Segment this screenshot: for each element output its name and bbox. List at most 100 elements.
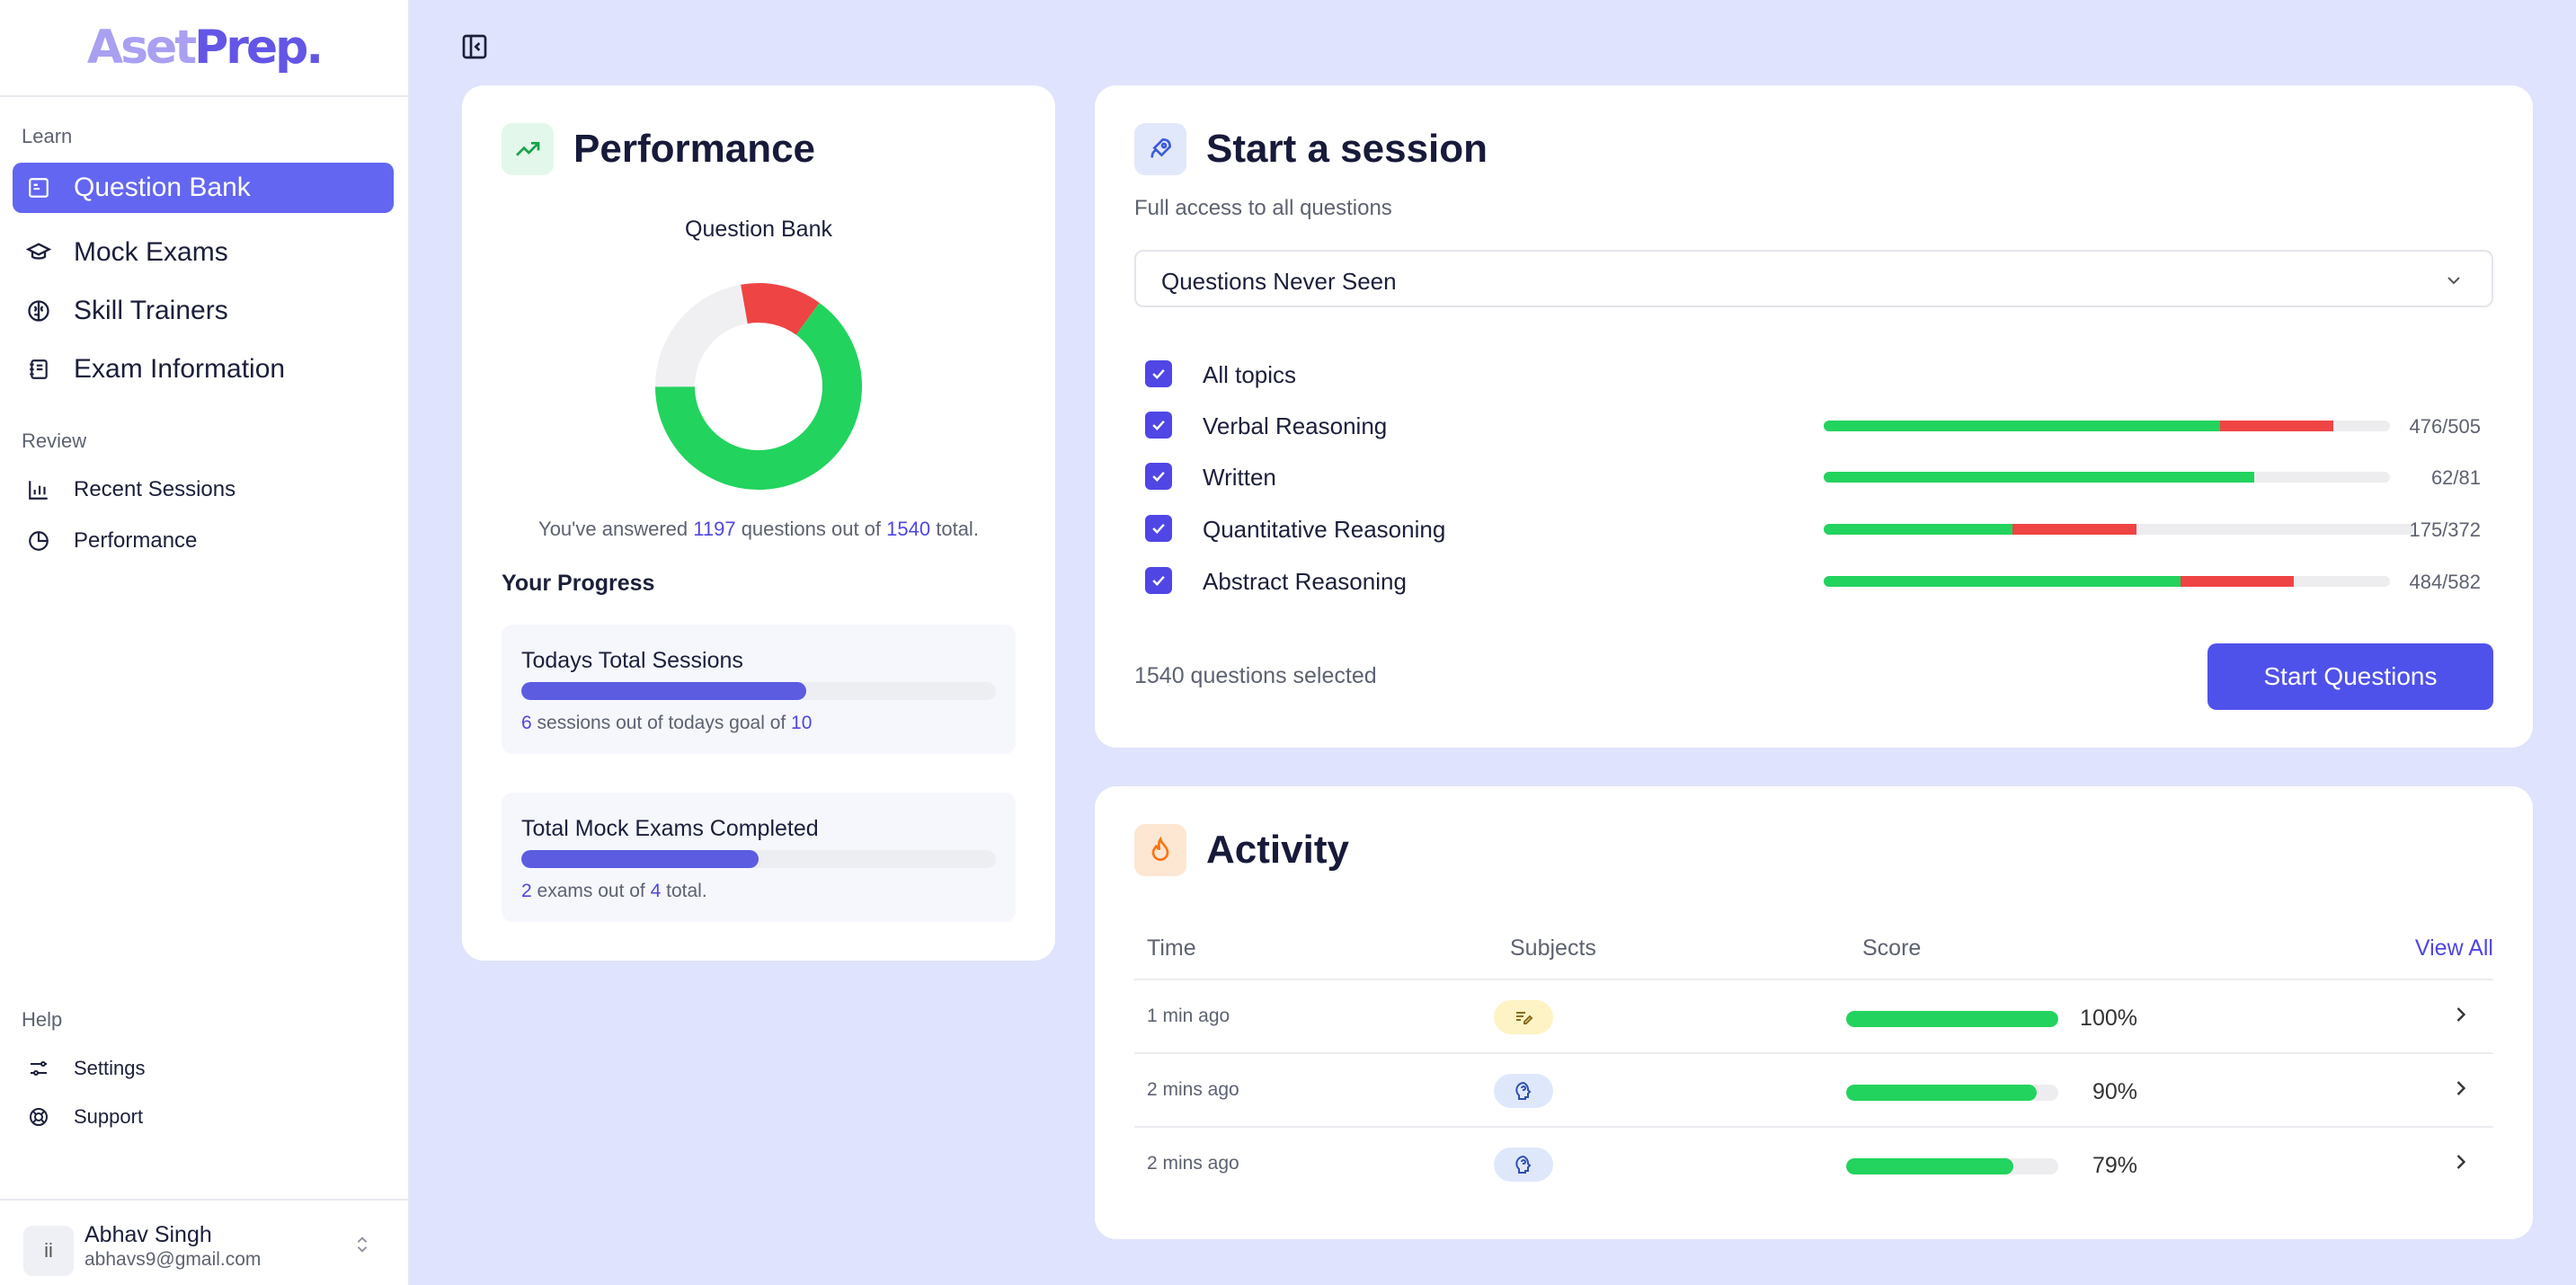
donut-slice-correct <box>655 303 862 490</box>
chevron-down-icon <box>2443 270 2465 296</box>
topic-checkbox[interactable] <box>1145 515 1172 542</box>
sidebar-toggle-icon[interactable] <box>460 32 489 61</box>
avatar: ii <box>23 1226 74 1276</box>
activity-score: 100% <box>2080 1006 2137 1031</box>
score-progress-track <box>1846 1011 2058 1027</box>
topic-row: Quantitative Reasoning 175/372 <box>1145 515 2493 544</box>
sidebar-item-exam-information[interactable]: Exam Information <box>13 344 394 394</box>
topic-count: 62/81 <box>2430 466 2481 489</box>
column-header-time: Time <box>1147 935 1196 961</box>
sessions-mid: sessions out of todays goal of <box>537 713 786 733</box>
your-progress-heading: Your Progress <box>502 571 655 596</box>
section-label-help: Help <box>22 1008 63 1031</box>
user-name: Abhav Singh <box>84 1222 212 1247</box>
sidebar-item-label: Mock Exams <box>74 237 228 267</box>
topic-row: Written 62/81 <box>1145 463 2493 492</box>
checkbox-all-topics[interactable] <box>1145 360 1172 387</box>
chevron-right-icon[interactable] <box>2448 1002 2474 1032</box>
mocks-progress-box: Total Mock Exams Completed 2 exams out o… <box>502 793 1016 922</box>
sessions-progress-title: Todays Total Sessions <box>521 648 743 673</box>
logo-part-prep: Prep. <box>194 21 324 75</box>
score-progress-track <box>1846 1085 2058 1101</box>
answered-count: 1197 <box>693 518 736 540</box>
logo[interactable]: Aset Prep. <box>0 0 408 97</box>
sidebar-item-question-bank[interactable]: Question Bank <box>13 163 394 213</box>
brain-icon <box>25 297 52 324</box>
sliders-icon <box>25 1055 52 1082</box>
sidebar-item-skill-trainers[interactable]: Skill Trainers <box>13 286 394 336</box>
score-progress-fill <box>1846 1158 2014 1174</box>
topic-checkbox[interactable] <box>1145 567 1172 594</box>
topic-incorrect-fill <box>2180 576 2294 587</box>
topic-progress-bar <box>1824 472 2390 483</box>
topic-count: 476/505 <box>2409 415 2481 438</box>
activity-score: 79% <box>2092 1153 2137 1178</box>
donut-slice-unanswered <box>655 284 749 388</box>
check-icon <box>1152 420 1165 430</box>
sessions-progress-box: Todays Total Sessions 6 sessions out of … <box>502 625 1016 754</box>
section-label-review: Review <box>22 430 87 452</box>
mocks-mid: exams out of <box>537 881 645 901</box>
activity-row[interactable]: 1 min ago 100% <box>1134 979 2493 1052</box>
sidebar-item-recent-sessions[interactable]: Recent Sessions <box>13 465 394 515</box>
sidebar-item-label: Exam Information <box>74 354 286 384</box>
topic-progress-bar <box>1824 421 2390 431</box>
answered-suffix: total. <box>936 518 979 540</box>
activity-title: Activity <box>1206 828 1349 872</box>
topic-correct-fill <box>1824 421 2220 431</box>
sidebar-item-support[interactable]: Support <box>13 1092 394 1142</box>
sessions-progress-text: 6 sessions out of todays goal of 10 <box>521 713 812 734</box>
sidebar-item-label: Skill Trainers <box>74 296 228 325</box>
activity-row[interactable]: 2 mins ago 79% <box>1134 1126 2493 1200</box>
check-icon <box>1152 523 1165 534</box>
topic-incorrect-fill <box>2012 524 2136 535</box>
topic-checkbox[interactable] <box>1145 463 1172 490</box>
activity-card: Activity Time Subjects Score View All 1 … <box>1095 786 2533 1239</box>
start-questions-button[interactable]: Start Questions <box>2207 643 2493 710</box>
start-session-card: Start a session Full access to all quest… <box>1095 85 2533 748</box>
chevron-right-icon[interactable] <box>2448 1149 2474 1179</box>
column-header-score: Score <box>1862 935 1922 961</box>
chevron-right-icon[interactable] <box>2448 1076 2474 1105</box>
sidebar-item-label: Question Bank <box>74 173 251 202</box>
mocks-suffix: total. <box>666 881 707 901</box>
topic-checkbox[interactable] <box>1145 412 1172 439</box>
session-subtitle: Full access to all questions <box>1134 196 1392 220</box>
question-bank-icon <box>25 174 52 201</box>
rocket-icon <box>1134 123 1186 175</box>
mocks-goal: 4 <box>650 881 662 901</box>
user-menu[interactable]: ii Abhav Singh abhavs9@gmail.com <box>0 1199 410 1285</box>
mocks-progress-text: 2 exams out of 4 total. <box>521 881 707 902</box>
sidebar: Aset Prep. Learn Question Bank Mock Exams… <box>0 0 410 1285</box>
sidebar-item-performance[interactable]: Performance <box>13 516 394 566</box>
sessions-goal: 10 <box>791 713 813 733</box>
sidebar-item-label: Support <box>74 1105 144 1128</box>
mocks-progress-title: Total Mock Exams Completed <box>521 816 819 841</box>
topic-correct-fill <box>1824 472 2254 483</box>
score-progress-track <box>1846 1158 2058 1174</box>
topic-incorrect-fill <box>2220 421 2333 431</box>
graduation-cap-icon <box>25 239 52 266</box>
trending-up-icon <box>502 123 554 175</box>
sessions-progress-fill <box>521 682 806 700</box>
score-progress-fill <box>1846 1085 2038 1101</box>
topic-correct-fill <box>1824 524 2012 535</box>
check-icon <box>1152 575 1165 586</box>
sidebar-item-mock-exams[interactable]: Mock Exams <box>13 227 394 278</box>
sidebar-item-settings[interactable]: Settings <box>13 1043 394 1094</box>
question-filter-select[interactable]: Questions Never Seen <box>1134 250 2493 307</box>
activity-time: 2 mins ago <box>1147 1153 1239 1174</box>
topic-row: Verbal Reasoning 476/505 <box>1145 412 2493 440</box>
topic-count: 484/582 <box>2409 571 2481 593</box>
user-email: abhavs9@gmail.com <box>84 1249 262 1270</box>
sessions-progress-track <box>521 682 996 700</box>
chevrons-up-down-icon[interactable] <box>352 1235 372 1259</box>
bar-chart-icon <box>25 476 52 503</box>
performance-card: Performance Question Bank You've answere… <box>462 85 1055 961</box>
view-all-link[interactable]: View All <box>2414 935 2493 961</box>
pencil-lines-icon <box>1494 1000 1553 1034</box>
notebook-icon <box>25 356 52 383</box>
session-title: Start a session <box>1206 127 1488 171</box>
activity-row[interactable]: 2 mins ago 90% <box>1134 1052 2493 1126</box>
donut-slice-incorrect <box>741 283 820 336</box>
